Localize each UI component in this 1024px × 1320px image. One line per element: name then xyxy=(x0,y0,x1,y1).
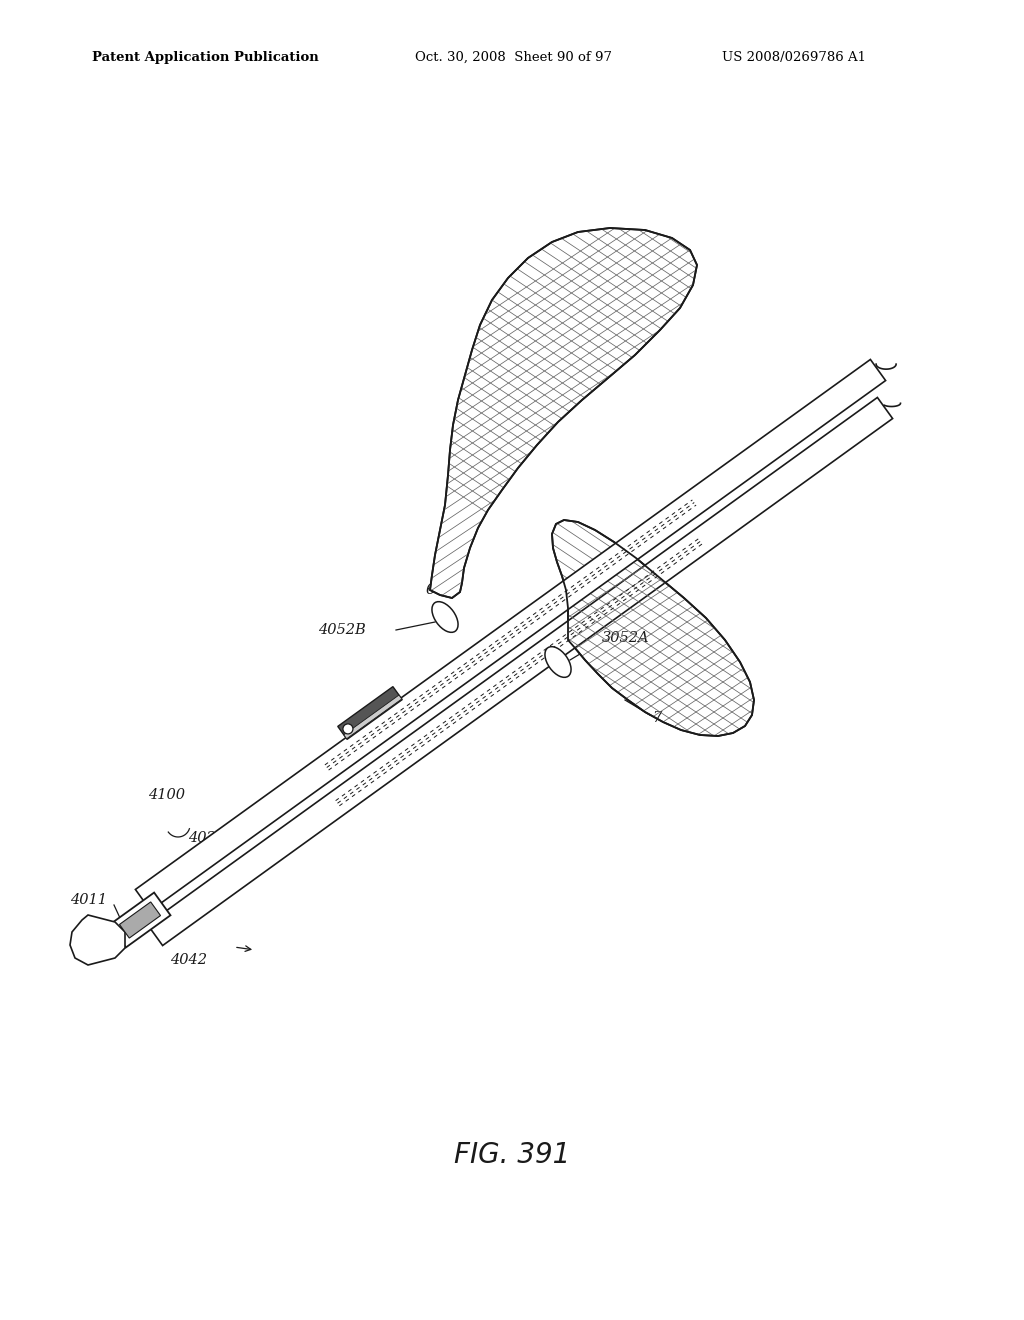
Text: 4020: 4020 xyxy=(188,832,225,845)
Polygon shape xyxy=(147,397,893,945)
Text: 4042: 4042 xyxy=(170,953,207,968)
Text: 4052B: 4052B xyxy=(318,623,366,638)
Polygon shape xyxy=(120,902,161,939)
Polygon shape xyxy=(135,359,886,911)
Polygon shape xyxy=(338,686,402,739)
Text: 6: 6 xyxy=(426,583,435,597)
Text: 4100: 4100 xyxy=(148,788,185,803)
Text: 3052A: 3052A xyxy=(602,631,649,645)
Polygon shape xyxy=(552,520,754,737)
Text: 4011: 4011 xyxy=(70,894,106,907)
Text: Patent Application Publication: Patent Application Publication xyxy=(92,50,318,63)
Polygon shape xyxy=(70,915,125,965)
Text: US 2008/0269786 A1: US 2008/0269786 A1 xyxy=(722,50,866,63)
Text: Oct. 30, 2008  Sheet 90 of 97: Oct. 30, 2008 Sheet 90 of 97 xyxy=(415,50,612,63)
Ellipse shape xyxy=(432,602,458,632)
Ellipse shape xyxy=(343,723,353,734)
Polygon shape xyxy=(110,892,170,948)
Ellipse shape xyxy=(545,647,571,677)
Polygon shape xyxy=(430,228,697,598)
Text: FIG. 391: FIG. 391 xyxy=(454,1140,570,1170)
Polygon shape xyxy=(344,696,401,739)
Text: 7: 7 xyxy=(652,711,662,725)
